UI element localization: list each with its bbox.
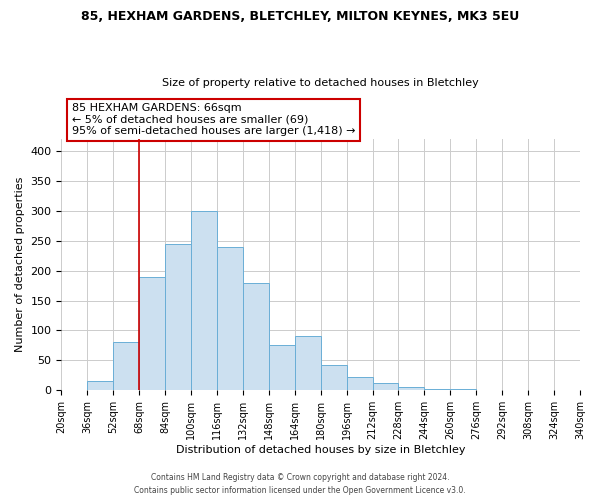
Bar <box>191 210 217 390</box>
Title: Size of property relative to detached houses in Bletchley: Size of property relative to detached ho… <box>163 78 479 88</box>
Text: 85, HEXHAM GARDENS, BLETCHLEY, MILTON KEYNES, MK3 5EU: 85, HEXHAM GARDENS, BLETCHLEY, MILTON KE… <box>81 10 519 23</box>
Bar <box>321 365 347 390</box>
Bar <box>398 388 424 390</box>
Bar <box>424 388 451 390</box>
Bar <box>347 376 373 390</box>
Bar <box>243 282 269 391</box>
Text: Contains HM Land Registry data © Crown copyright and database right 2024.
Contai: Contains HM Land Registry data © Crown c… <box>134 474 466 495</box>
Bar <box>139 276 165 390</box>
Bar <box>373 383 398 390</box>
Bar <box>295 336 321 390</box>
Text: 85 HEXHAM GARDENS: 66sqm
← 5% of detached houses are smaller (69)
95% of semi-de: 85 HEXHAM GARDENS: 66sqm ← 5% of detache… <box>72 103 355 136</box>
Bar <box>269 346 295 391</box>
Bar <box>217 246 243 390</box>
Bar <box>113 342 139 390</box>
Y-axis label: Number of detached properties: Number of detached properties <box>15 177 25 352</box>
X-axis label: Distribution of detached houses by size in Bletchley: Distribution of detached houses by size … <box>176 445 466 455</box>
Bar <box>165 244 191 390</box>
Bar <box>451 389 476 390</box>
Bar <box>88 382 113 390</box>
